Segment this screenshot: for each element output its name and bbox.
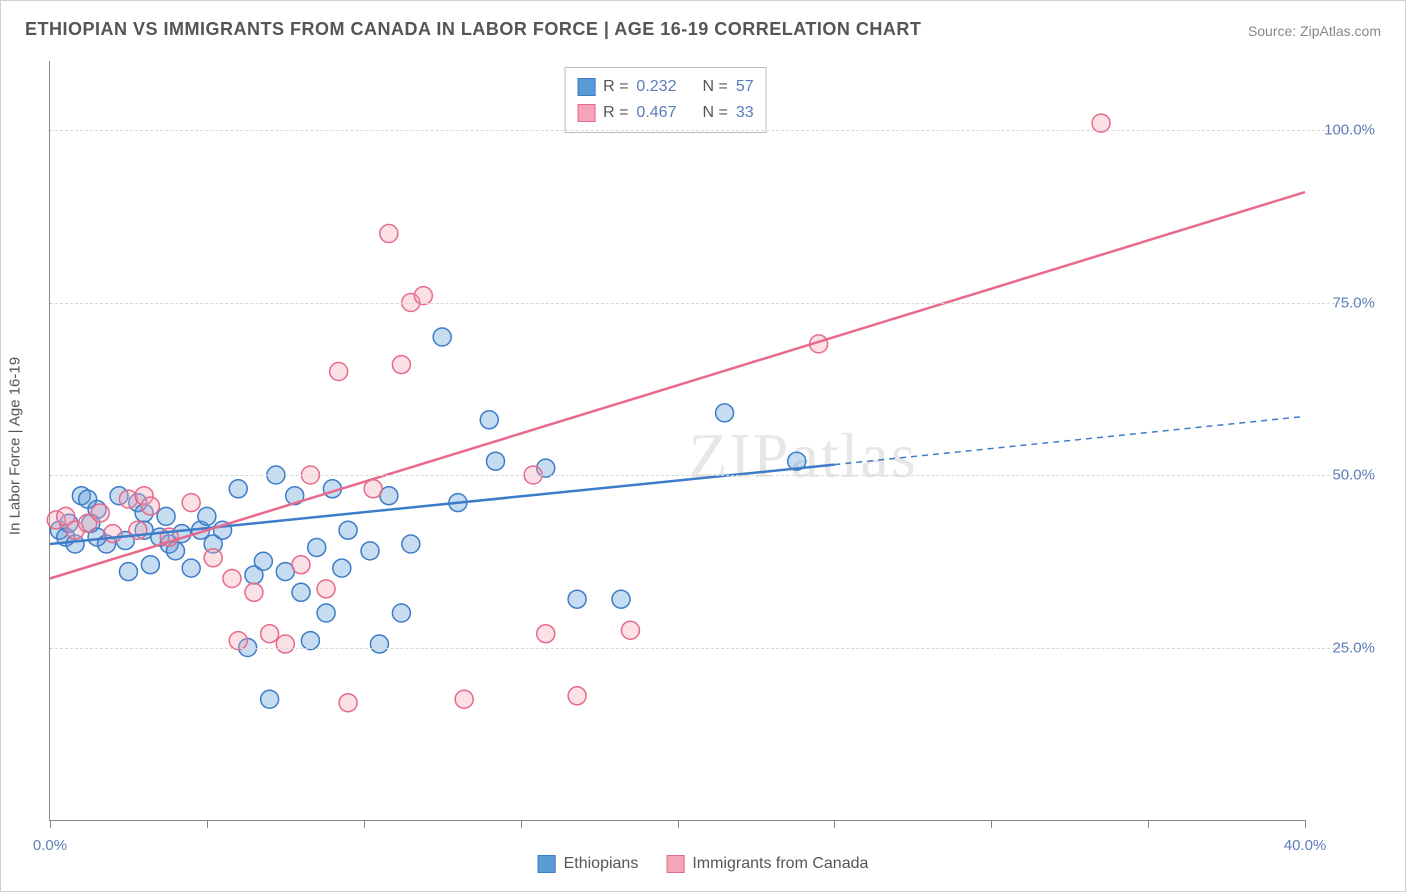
gridline <box>50 130 1365 131</box>
chart-title: ETHIOPIAN VS IMMIGRANTS FROM CANADA IN L… <box>25 19 921 40</box>
scatter-point <box>223 570 241 588</box>
scatter-point <box>292 583 310 601</box>
scatter-point <box>182 494 200 512</box>
x-tick <box>834 820 835 828</box>
scatter-point <box>204 549 222 567</box>
scatter-point <box>245 583 263 601</box>
y-tick-label: 25.0% <box>1332 639 1375 656</box>
scatter-point <box>104 525 122 543</box>
scatter-point <box>119 563 137 581</box>
y-tick-label: 50.0% <box>1332 467 1375 484</box>
scatter-point <box>141 497 159 515</box>
scatter-point <box>308 538 326 556</box>
legend-label-a: Ethiopians <box>564 855 639 873</box>
plot-area: R = 0.232 N = 57 R = 0.467 N = 33 ZIPatl… <box>49 61 1305 821</box>
x-tick-label: 0.0% <box>33 837 67 854</box>
scatter-point <box>402 535 420 553</box>
gridline <box>50 648 1365 649</box>
x-tick-label: 40.0% <box>1284 837 1327 854</box>
scatter-point <box>141 556 159 574</box>
scatter-point <box>292 556 310 574</box>
scatter-point <box>339 694 357 712</box>
gridline <box>50 475 1365 476</box>
x-tick <box>1305 820 1306 828</box>
chart-container: ETHIOPIAN VS IMMIGRANTS FROM CANADA IN L… <box>0 0 1406 892</box>
scatter-point <box>276 635 294 653</box>
scatter-point <box>333 559 351 577</box>
scatter-point <box>330 363 348 381</box>
bottom-legend: Ethiopians Immigrants from Canada <box>538 855 869 873</box>
trend-line <box>50 465 834 544</box>
legend-label-b: Immigrants from Canada <box>692 855 868 873</box>
scatter-point <box>339 521 357 539</box>
scatter-point <box>568 590 586 608</box>
x-tick <box>207 820 208 828</box>
scatter-point <box>317 604 335 622</box>
scatter-point <box>392 604 410 622</box>
scatter-point <box>157 507 175 525</box>
scatter-point <box>392 356 410 374</box>
scatter-point <box>455 690 473 708</box>
legend-swatch-b <box>666 855 684 873</box>
x-tick <box>521 820 522 828</box>
scatter-point <box>254 552 272 570</box>
y-tick-label: 75.0% <box>1332 294 1375 311</box>
scatter-point <box>612 590 630 608</box>
scatter-point <box>716 404 734 422</box>
scatter-point <box>229 480 247 498</box>
x-tick <box>50 820 51 828</box>
legend-item-b: Immigrants from Canada <box>666 855 868 873</box>
scatter-point <box>119 490 137 508</box>
trend-line <box>50 192 1305 578</box>
legend-item-a: Ethiopians <box>538 855 639 873</box>
scatter-point <box>380 225 398 243</box>
scatter-point <box>261 625 279 643</box>
scatter-point <box>317 580 335 598</box>
scatter-point <box>487 452 505 470</box>
scatter-point <box>361 542 379 560</box>
scatter-point <box>568 687 586 705</box>
scatter-point <box>91 504 109 522</box>
source-attribution: Source: ZipAtlas.com <box>1248 23 1381 39</box>
scatter-point <box>433 328 451 346</box>
x-tick <box>1148 820 1149 828</box>
legend-swatch-a <box>538 855 556 873</box>
trend-line-extrapolated <box>834 416 1305 464</box>
gridline <box>50 303 1365 304</box>
scatter-point <box>182 559 200 577</box>
scatter-point <box>621 621 639 639</box>
scatter-point <box>480 411 498 429</box>
y-tick-label: 100.0% <box>1324 122 1375 139</box>
y-axis-label: In Labor Force | Age 16-19 <box>7 357 24 535</box>
x-tick <box>678 820 679 828</box>
scatter-point <box>261 690 279 708</box>
scatter-point <box>537 625 555 643</box>
scatter-point <box>370 635 388 653</box>
x-tick <box>364 820 365 828</box>
plot-svg <box>50 61 1305 820</box>
scatter-point <box>364 480 382 498</box>
x-tick <box>991 820 992 828</box>
scatter-point <box>198 507 216 525</box>
